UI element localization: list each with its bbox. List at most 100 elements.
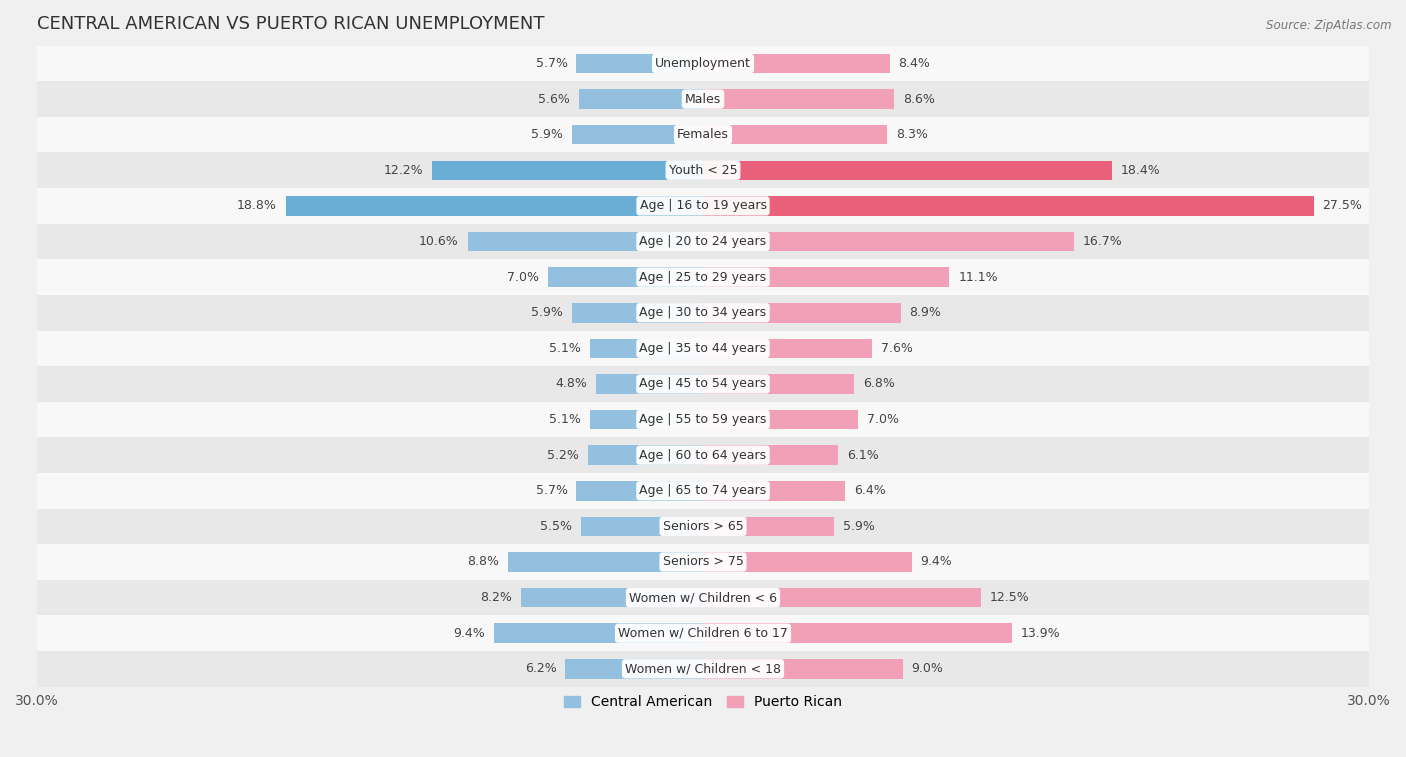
Bar <box>589 410 703 429</box>
Bar <box>37 295 1369 331</box>
Bar <box>37 152 1369 188</box>
Text: 8.2%: 8.2% <box>481 591 512 604</box>
Bar <box>468 232 703 251</box>
Bar <box>37 402 1369 438</box>
Text: Age | 45 to 54 years: Age | 45 to 54 years <box>640 378 766 391</box>
Bar <box>572 303 703 322</box>
Bar <box>572 125 703 145</box>
Text: 6.1%: 6.1% <box>848 449 879 462</box>
Text: 5.5%: 5.5% <box>540 520 572 533</box>
Text: 18.8%: 18.8% <box>236 199 277 213</box>
Legend: Central American, Puerto Rican: Central American, Puerto Rican <box>558 690 848 715</box>
Bar <box>703 303 901 322</box>
Text: CENTRAL AMERICAN VS PUERTO RICAN UNEMPLOYMENT: CENTRAL AMERICAN VS PUERTO RICAN UNEMPLO… <box>37 15 544 33</box>
Text: Age | 65 to 74 years: Age | 65 to 74 years <box>640 484 766 497</box>
Text: Women w/ Children 6 to 17: Women w/ Children 6 to 17 <box>619 627 787 640</box>
Text: 5.9%: 5.9% <box>531 128 564 142</box>
Bar <box>576 54 703 73</box>
Bar <box>37 224 1369 260</box>
Bar <box>37 331 1369 366</box>
Text: 7.0%: 7.0% <box>868 413 900 426</box>
Text: 5.1%: 5.1% <box>548 342 581 355</box>
Bar <box>37 438 1369 473</box>
Text: Source: ZipAtlas.com: Source: ZipAtlas.com <box>1267 19 1392 32</box>
Bar <box>37 509 1369 544</box>
Text: Youth < 25: Youth < 25 <box>669 164 737 177</box>
Text: Women w/ Children < 6: Women w/ Children < 6 <box>628 591 778 604</box>
Text: Males: Males <box>685 92 721 105</box>
Text: 5.7%: 5.7% <box>536 57 568 70</box>
Text: Seniors > 65: Seniors > 65 <box>662 520 744 533</box>
Bar <box>703 481 845 500</box>
Text: 9.4%: 9.4% <box>921 556 952 569</box>
Text: 10.6%: 10.6% <box>419 235 458 248</box>
Bar <box>37 615 1369 651</box>
Text: 9.0%: 9.0% <box>911 662 943 675</box>
Bar <box>703 89 894 109</box>
Bar <box>703 374 853 394</box>
Text: 7.6%: 7.6% <box>880 342 912 355</box>
Bar <box>589 338 703 358</box>
Text: 27.5%: 27.5% <box>1323 199 1362 213</box>
Bar <box>37 580 1369 615</box>
Text: 9.4%: 9.4% <box>454 627 485 640</box>
Text: Age | 55 to 59 years: Age | 55 to 59 years <box>640 413 766 426</box>
Text: 6.8%: 6.8% <box>863 378 894 391</box>
Text: 8.9%: 8.9% <box>910 307 942 319</box>
Text: Age | 16 to 19 years: Age | 16 to 19 years <box>640 199 766 213</box>
Bar <box>432 160 703 180</box>
Text: 16.7%: 16.7% <box>1083 235 1122 248</box>
Bar <box>37 117 1369 152</box>
Text: 8.4%: 8.4% <box>898 57 931 70</box>
Bar <box>522 587 703 607</box>
Bar <box>703 196 1313 216</box>
Bar <box>703 338 872 358</box>
Bar <box>703 552 911 572</box>
Text: 5.2%: 5.2% <box>547 449 579 462</box>
Text: Age | 25 to 29 years: Age | 25 to 29 years <box>640 270 766 284</box>
Bar <box>576 481 703 500</box>
Bar <box>547 267 703 287</box>
Text: 5.7%: 5.7% <box>536 484 568 497</box>
Text: 5.6%: 5.6% <box>538 92 569 105</box>
Text: 6.4%: 6.4% <box>853 484 886 497</box>
Bar <box>703 54 890 73</box>
Text: 13.9%: 13.9% <box>1021 627 1060 640</box>
Text: 8.3%: 8.3% <box>896 128 928 142</box>
Text: 12.2%: 12.2% <box>384 164 423 177</box>
Bar <box>37 544 1369 580</box>
Bar <box>703 160 1112 180</box>
Bar <box>581 516 703 536</box>
Bar <box>703 125 887 145</box>
Bar <box>37 366 1369 402</box>
Bar <box>37 188 1369 224</box>
Bar <box>508 552 703 572</box>
Text: 18.4%: 18.4% <box>1121 164 1160 177</box>
Bar <box>703 410 859 429</box>
Bar <box>579 89 703 109</box>
Bar <box>565 659 703 678</box>
Bar <box>703 624 1012 643</box>
Text: Females: Females <box>678 128 728 142</box>
Text: 6.2%: 6.2% <box>524 662 557 675</box>
Bar <box>37 81 1369 117</box>
Text: 5.1%: 5.1% <box>548 413 581 426</box>
Text: 4.8%: 4.8% <box>555 378 588 391</box>
Bar <box>588 445 703 465</box>
Text: 8.6%: 8.6% <box>903 92 935 105</box>
Bar <box>703 445 838 465</box>
Text: Age | 20 to 24 years: Age | 20 to 24 years <box>640 235 766 248</box>
Bar <box>703 587 980 607</box>
Bar <box>495 624 703 643</box>
Bar <box>37 45 1369 81</box>
Bar <box>37 651 1369 687</box>
Text: Seniors > 75: Seniors > 75 <box>662 556 744 569</box>
Text: Age | 30 to 34 years: Age | 30 to 34 years <box>640 307 766 319</box>
Text: 7.0%: 7.0% <box>506 270 538 284</box>
Text: Age | 35 to 44 years: Age | 35 to 44 years <box>640 342 766 355</box>
Text: 11.1%: 11.1% <box>959 270 998 284</box>
Text: Women w/ Children < 18: Women w/ Children < 18 <box>626 662 780 675</box>
Bar <box>703 516 834 536</box>
Bar <box>703 267 949 287</box>
Text: 12.5%: 12.5% <box>990 591 1029 604</box>
